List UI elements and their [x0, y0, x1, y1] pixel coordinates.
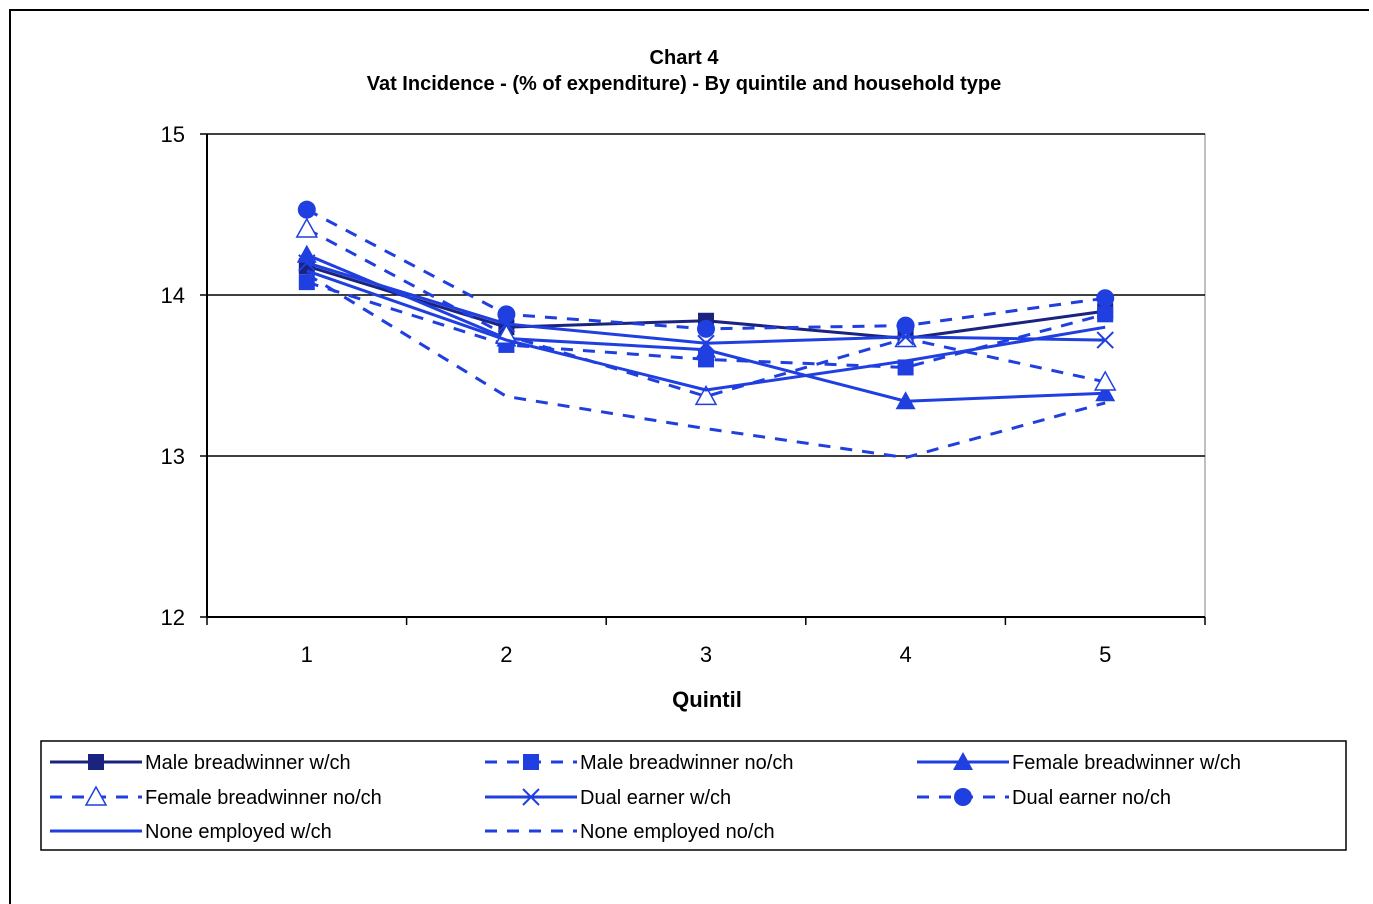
data-point [1096, 289, 1115, 308]
legend-label: Male breadwinner w/ch [145, 752, 351, 774]
legend-item: Female breadwinner w/ch [917, 752, 1241, 774]
data-point [694, 384, 718, 406]
data-point [1095, 383, 1116, 402]
legend: Male breadwinner w/ch Male breadwinner no… [50, 752, 1241, 843]
legend-item: None employed no/ch [485, 821, 775, 843]
series-line [306, 227, 1106, 398]
legend-label: Dual earner w/ch [580, 787, 731, 809]
series-5 [298, 254, 1114, 353]
legend-marker [88, 754, 104, 770]
legend-item: Dual earner w/ch [485, 787, 731, 809]
plot-area [206, 133, 1206, 618]
series-line [306, 269, 1106, 392]
series-line [306, 280, 1106, 369]
legend-marker [523, 754, 539, 770]
legend-label: None employed w/ch [145, 821, 332, 843]
series-7 [306, 269, 1106, 392]
series-line [306, 272, 1106, 460]
legend-label: Dual earner no/ch [1012, 787, 1171, 809]
legend-marker [522, 788, 540, 806]
legend-item: Female breadwinner no/ch [50, 785, 382, 809]
series-lines [295, 200, 1117, 460]
legend-item: Male breadwinner no/ch [485, 752, 793, 774]
data-point [295, 217, 319, 238]
legend-marker [84, 785, 108, 806]
legend-label: Female breadwinner no/ch [145, 787, 382, 809]
data-point [298, 254, 316, 272]
legend-item: Dual earner no/ch [917, 787, 1171, 809]
x-tick-label: 1 [301, 642, 313, 667]
data-point [1097, 306, 1114, 323]
series-6 [297, 200, 1115, 338]
legend-label: Male breadwinner no/ch [580, 752, 793, 774]
chart-frame [9, 9, 1369, 904]
data-point [1096, 331, 1114, 349]
x-tick-label: 2 [500, 642, 512, 667]
data-point [497, 305, 516, 324]
legend-item: Male breadwinner w/ch [50, 752, 351, 774]
data-point [897, 359, 914, 376]
data-point [696, 339, 716, 358]
data-point [297, 200, 316, 219]
y-axis: 12 13 14 15 [161, 122, 207, 630]
x-tick-label: 4 [899, 642, 911, 667]
data-point [697, 334, 715, 353]
data-point [697, 319, 715, 338]
legend-label: Female breadwinner w/ch [1012, 752, 1241, 774]
y-tick-label: 12 [161, 605, 185, 630]
legend-marker [953, 752, 973, 770]
legend-box [40, 740, 1347, 851]
y-tick-label: 14 [161, 283, 185, 308]
x-tick-label: 3 [700, 642, 712, 667]
data-point [895, 391, 916, 410]
chart-subtitle: Vat Incidence - (% of expenditure) - By … [367, 73, 1002, 95]
legend-item: None employed w/ch [50, 821, 332, 843]
x-tick-label: 5 [1099, 642, 1111, 667]
y-tick-label: 13 [161, 444, 185, 469]
data-point [1093, 370, 1117, 391]
series-8 [306, 272, 1106, 460]
y-tick-label: 15 [161, 122, 185, 147]
data-point [896, 316, 915, 335]
x-axis: 1 2 3 4 5 [206, 617, 1206, 667]
x-axis-title: Quintil [672, 687, 742, 712]
legend-label: None employed no/ch [580, 821, 775, 843]
chart-title: Chart 4 [650, 47, 720, 69]
legend-marker [954, 788, 972, 806]
